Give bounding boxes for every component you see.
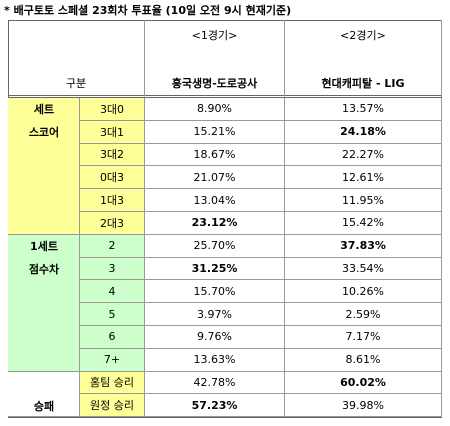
rate-cell: 25.70% (145, 234, 285, 258)
row-label: 3대0 (80, 98, 145, 121)
section-cell (8, 371, 80, 418)
rate-cell: 15.42% (285, 212, 442, 235)
row-label: 2 (80, 234, 145, 258)
game-header: <2경기> (285, 20, 442, 50)
rate-cell: 23.12% (145, 212, 285, 235)
row-label: 5 (80, 303, 145, 326)
rate-cell: 13.57% (285, 98, 442, 121)
rate-cell: 33.54% (285, 257, 442, 281)
section-cell (8, 234, 80, 372)
rate-cell: 8.90% (145, 98, 285, 121)
row-label: 3 (80, 257, 145, 281)
section-name: 스코어 (28, 126, 60, 140)
rate-cell: 31.25% (145, 257, 285, 281)
row-label: 홈팀 승리 (80, 371, 145, 395)
rate-cell: 8.61% (285, 348, 442, 372)
section-cell (8, 98, 80, 235)
game-header: <1경기> (145, 20, 285, 50)
rate-cell: 7.17% (285, 326, 442, 349)
row-label: 4 (80, 280, 145, 304)
rate-cell: 22.27% (285, 143, 442, 167)
row-label: 3대2 (80, 143, 145, 167)
row-label: 3대1 (80, 120, 145, 144)
section-name: 승패 (33, 399, 55, 413)
row-label: 6 (80, 326, 145, 349)
rate-cell: 24.18% (285, 120, 442, 144)
rate-cell: 15.70% (145, 280, 285, 304)
rate-cell: 13.04% (145, 189, 285, 212)
row-label: 7+ (80, 348, 145, 372)
row-label: 2대3 (80, 212, 145, 235)
row-label: 1대3 (80, 189, 145, 212)
rate-cell: 3.97% (145, 303, 285, 326)
rate-cell: 12.61% (285, 166, 442, 190)
rate-cell: 60.02% (285, 371, 442, 395)
rate-cell: 18.67% (145, 143, 285, 167)
rate-cell: 15.21% (145, 120, 285, 144)
section-name: 1세트 (30, 240, 58, 254)
team-header: 현대캐피탈 - LIG (285, 50, 442, 98)
title: * 배구토토 스페셜 23회차 투표율 (10일 오전 9시 현재기준) (4, 4, 292, 17)
rate-cell: 37.83% (285, 234, 442, 258)
section-name: 세트 (33, 103, 55, 117)
rate-cell: 21.07% (145, 166, 285, 190)
rate-cell: 13.63% (145, 348, 285, 372)
rate-cell: 42.78% (145, 371, 285, 395)
rate-cell: 2.59% (285, 303, 442, 326)
rate-cell: 57.23% (145, 394, 285, 418)
rate-cell: 9.76% (145, 326, 285, 349)
header-label: 구분 (8, 20, 145, 98)
row-label: 원정 승리 (80, 394, 145, 418)
team-header: 흥국생명-도로공사 (145, 50, 285, 98)
row-label: 0대3 (80, 166, 145, 190)
rate-cell: 39.98% (285, 394, 442, 418)
rate-cell: 11.95% (285, 189, 442, 212)
section-name: 점수차 (28, 262, 60, 276)
rate-cell: 10.26% (285, 280, 442, 304)
